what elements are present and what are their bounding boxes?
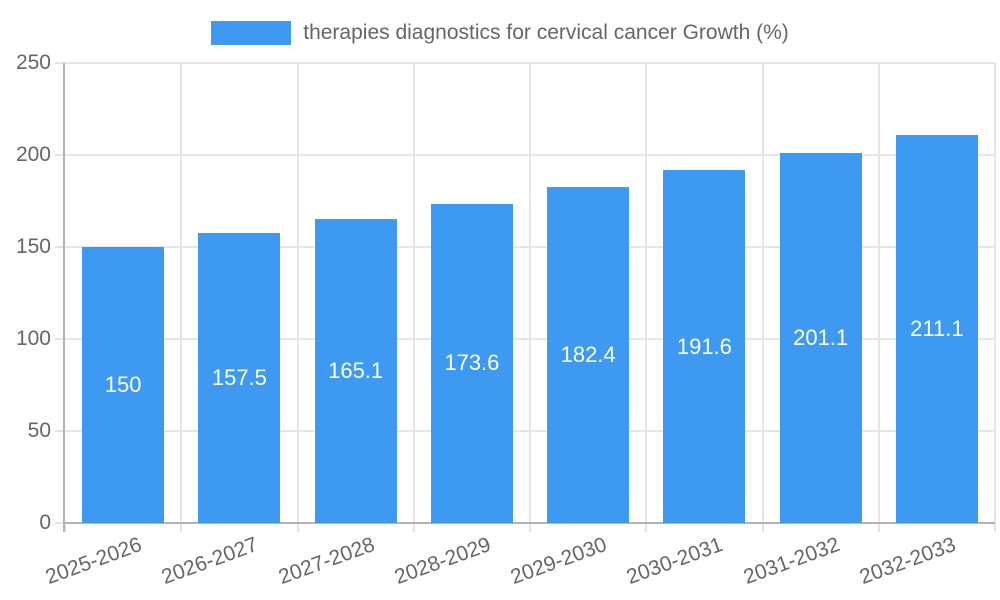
x-axis-line [63,522,995,524]
bar-value-label: 157.5 [211,365,267,391]
x-tick-label: 2026-2027 [158,533,262,589]
bar[interactable] [895,134,978,523]
x-axis-tick [529,523,531,532]
bar-value-label: 201.1 [793,324,849,350]
bar[interactable] [198,233,281,523]
gridline-vertical [296,63,299,523]
legend-label[interactable]: therapies diagnostics for cervical cance… [303,21,789,44]
bar-value-label: 165.1 [328,358,384,384]
x-tick-label: 2031-2032 [740,533,843,589]
x-axis-tick [412,523,415,532]
gridline-vertical [529,63,531,523]
y-tick-label: 250 [15,51,51,74]
bar-value-label: 150 [104,372,142,397]
gridline-vertical [645,63,648,523]
x-tick-label: 2025-2026 [42,533,145,589]
y-tick-label: 0 [39,511,51,534]
y-axis-tick [55,522,65,524]
plot-area: 0 50 100 150 200 250 150 2025-2026 157.5 2026-202… [16,51,996,589]
bar[interactable] [430,203,513,523]
x-axis-tick [761,523,764,532]
x-axis-tick [296,523,299,532]
gridline-vertical [877,63,880,523]
y-axis-tick [55,246,65,248]
gridline-vertical [994,63,996,523]
bar[interactable] [779,152,862,523]
y-tick-label: 150 [15,235,51,258]
bar-value-label: 173.6 [444,350,500,376]
x-axis-tick [64,523,66,532]
x-tick-label: 2030-2031 [623,533,727,589]
gridline-vertical [761,63,764,523]
bar[interactable] [547,187,630,523]
x-tick-label: 2027-2028 [275,533,378,589]
x-tick-label: 2028-2029 [391,533,494,589]
x-axis-tick [180,523,183,532]
y-axis-tick [55,430,65,432]
y-tick-label: 200 [15,143,51,166]
bar-value-label: 191.6 [676,333,732,359]
y-axis-tick [55,154,65,156]
bar-value-label: 182.4 [560,342,616,368]
x-axis-tick [877,523,880,532]
bar[interactable] [663,170,746,523]
x-axis-tick [994,523,996,532]
bar[interactable] [314,219,397,523]
y-tick-label: 50 [27,419,51,442]
gridline-vertical [180,63,183,523]
y-axis-tick [55,62,65,64]
legend-swatch[interactable] [211,21,292,45]
bar-value-label: 211.1 [910,315,964,341]
chart-legend[interactable]: therapies diagnostics for cervical cance… [0,18,1000,48]
y-tick-label: 100 [15,327,51,350]
y-axis-tick [55,338,65,340]
gridline-vertical [412,63,415,523]
x-tick-label: 2029-2030 [507,533,610,589]
x-tick-label: 2032-2033 [856,533,959,589]
x-axis-tick [645,523,648,532]
bar[interactable] [82,247,165,523]
y-axis-line [63,63,65,532]
